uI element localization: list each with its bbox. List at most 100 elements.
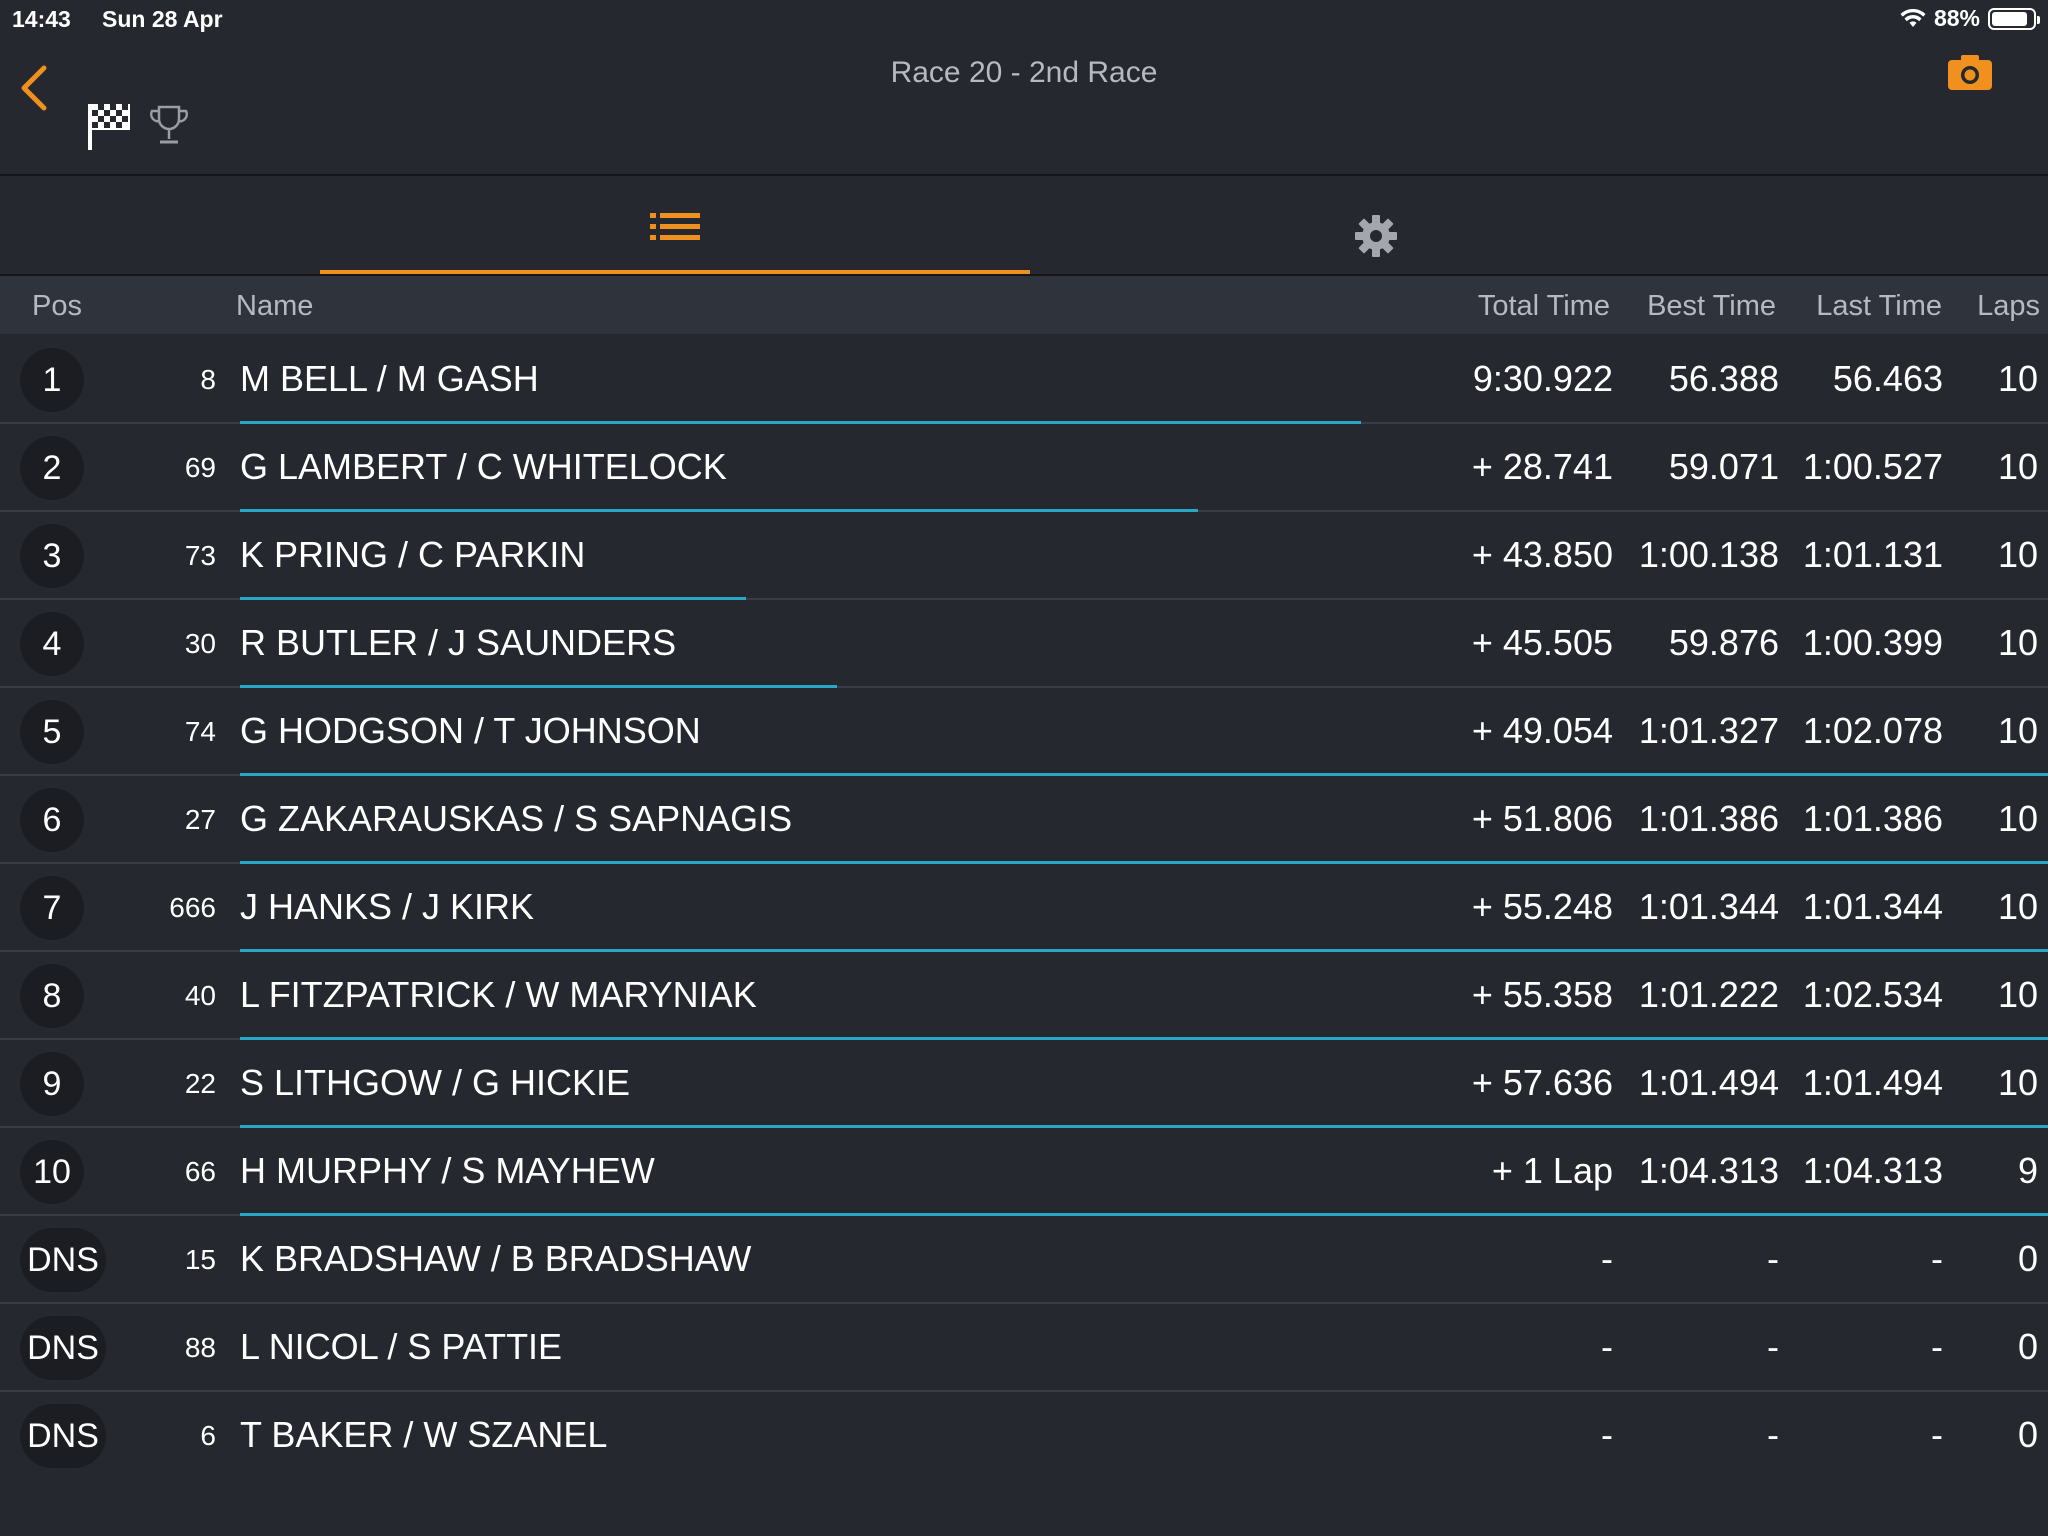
total-time: + 49.054 xyxy=(1471,710,1613,751)
driver-name: K PRING / C PARKIN xyxy=(240,534,586,575)
driver-name: L NICOL / S PATTIE xyxy=(240,1326,563,1367)
checkered-flag-icon[interactable] xyxy=(86,100,132,152)
total-time: - xyxy=(1601,1414,1613,1455)
last-time: 1:00.527 xyxy=(1802,446,1943,487)
table-row[interactable]: 6 27 G ZAKARAUSKAS / S SAPNAGIS + 51.806 1:0… xyxy=(0,776,2048,864)
last-time: 56.463 xyxy=(1832,358,1943,399)
total-time: + 55.248 xyxy=(1471,886,1613,927)
column-header-laps[interactable]: Laps xyxy=(1977,290,2040,322)
kart-number: 666 xyxy=(169,892,216,923)
position-badge: 4 xyxy=(20,612,84,676)
total-time: + 28.741 xyxy=(1471,446,1613,487)
best-time: 1:01.494 xyxy=(1638,1062,1779,1103)
best-time: 1:01.327 xyxy=(1638,710,1779,751)
table-row[interactable]: 3 73 K PRING / C PARKIN + 43.850 1:00.138 1:0… xyxy=(0,512,2048,600)
gap-progress-bar xyxy=(240,509,1198,512)
table-row[interactable]: DNS 15 K BRADSHAW / B BRADSHAW - - - 0 xyxy=(0,1216,2048,1304)
wifi-icon xyxy=(1900,8,1926,27)
best-time: - xyxy=(1767,1326,1779,1367)
table-row[interactable]: 7 666 J HANKS / J KIRK + 55.248 1:01.344 1:01… xyxy=(0,864,2048,952)
last-time: 1:04.313 xyxy=(1802,1150,1943,1191)
best-time: 1:01.344 xyxy=(1638,886,1779,927)
gap-progress-bar xyxy=(240,861,2048,864)
driver-name: J HANKS / J KIRK xyxy=(240,886,535,927)
laps-count: 0 xyxy=(2017,1326,2038,1367)
camera-icon xyxy=(1948,55,1992,90)
page-title: Race 20 - 2nd Race xyxy=(890,56,1158,89)
column-header-last-time[interactable]: Last Time xyxy=(1816,290,1942,322)
best-time: 59.876 xyxy=(1668,622,1779,663)
laps-count: 10 xyxy=(1997,446,2038,487)
kart-number: 73 xyxy=(184,540,216,571)
kart-number: 15 xyxy=(184,1244,216,1275)
camera-button[interactable] xyxy=(1946,52,1994,92)
position-badge: DNS xyxy=(20,1228,106,1292)
battery-percent: 88% xyxy=(1933,5,1980,31)
kart-number: 40 xyxy=(184,980,216,1011)
total-time: + 43.850 xyxy=(1471,534,1613,575)
total-time: + 1 Lap xyxy=(1491,1150,1613,1191)
tab-settings[interactable] xyxy=(1030,176,1722,274)
status-date: Sun 28 Apr xyxy=(102,6,223,32)
table-row[interactable]: 8 40 L FITZPATRICK / W MARYNIAK + 55.358 1:0… xyxy=(0,952,2048,1040)
table-row[interactable]: DNS 88 L NICOL / S PATTIE - - - 0 xyxy=(0,1304,2048,1392)
back-button[interactable] xyxy=(14,60,58,116)
laps-count: 10 xyxy=(1997,798,2038,839)
gap-progress-bar xyxy=(240,597,746,600)
best-time: 1:01.222 xyxy=(1638,974,1779,1015)
total-time: 9:30.922 xyxy=(1472,358,1613,399)
table-row[interactable]: 9 22 S LITHGOW / G HICKIE + 57.636 1:01.494 1… xyxy=(0,1040,2048,1128)
position-badge: 10 xyxy=(20,1140,84,1204)
laps-count: 10 xyxy=(1997,886,2038,927)
total-time: + 45.505 xyxy=(1471,622,1613,663)
total-time: + 51.806 xyxy=(1471,798,1613,839)
gap-progress-bar xyxy=(240,949,2048,952)
best-time: 56.388 xyxy=(1668,358,1779,399)
column-header-name[interactable]: Name xyxy=(236,290,314,322)
gap-progress-bar xyxy=(240,1125,2048,1128)
position-badge: 9 xyxy=(20,1052,84,1116)
column-header-best-time[interactable]: Best Time xyxy=(1647,290,1776,322)
table-header: Pos Name Total Time Best Time Last Time … xyxy=(0,276,2048,334)
kart-number: 74 xyxy=(184,716,216,747)
table-row[interactable]: 10 66 H MURPHY / S MAYHEW + 1 Lap 1:04.313 1:… xyxy=(0,1128,2048,1216)
position-badge: 6 xyxy=(20,788,84,852)
row-divider xyxy=(0,598,2048,600)
driver-name: H MURPHY / S MAYHEW xyxy=(240,1150,655,1191)
trophy-icon[interactable] xyxy=(148,104,190,148)
last-time: 1:01.494 xyxy=(1802,1062,1943,1103)
tab-results-list[interactable] xyxy=(320,176,1030,274)
gap-progress-bar xyxy=(240,685,837,688)
last-time: 1:00.399 xyxy=(1802,622,1943,663)
list-icon xyxy=(650,213,700,240)
driver-name: M BELL / M GASH xyxy=(240,358,539,399)
status-right: 88% xyxy=(1900,5,2040,32)
driver-name: R BUTLER / J SAUNDERS xyxy=(240,622,677,663)
table-row[interactable]: 4 30 R BUTLER / J SAUNDERS + 45.505 59.876 1:… xyxy=(0,600,2048,688)
laps-count: 0 xyxy=(2017,1414,2038,1455)
total-time: - xyxy=(1601,1326,1613,1367)
table-row[interactable]: 1 8 M BELL / M GASH 9:30.922 56.388 56.463 10 xyxy=(0,336,2048,424)
gap-progress-bar xyxy=(240,1213,2048,1216)
row-divider xyxy=(0,1390,2048,1392)
table-row[interactable]: 2 69 G LAMBERT / C WHITELOCK + 28.741 59.071… xyxy=(0,424,2048,512)
gap-progress-bar xyxy=(240,1037,2048,1040)
driver-name: T BAKER / W SZANEL xyxy=(240,1414,608,1455)
row-divider xyxy=(0,686,2048,688)
best-time: 1:04.313 xyxy=(1638,1150,1779,1191)
table-row[interactable]: DNS 6 T BAKER / W SZANEL - - - 0 xyxy=(0,1392,2048,1480)
laps-count: 10 xyxy=(1997,358,2038,399)
column-header-pos[interactable]: Pos xyxy=(32,290,82,322)
gap-progress-bar xyxy=(240,773,2048,776)
last-time: 1:02.078 xyxy=(1802,710,1943,751)
last-time: 1:01.344 xyxy=(1802,886,1943,927)
driver-name: G HODGSON / T JOHNSON xyxy=(240,710,701,751)
total-time: + 57.636 xyxy=(1471,1062,1613,1103)
table-row[interactable]: 5 74 G HODGSON / T JOHNSON + 49.054 1:01.327… xyxy=(0,688,2048,776)
best-time: 1:01.386 xyxy=(1638,798,1779,839)
gear-icon xyxy=(1355,215,1397,257)
driver-name: G ZAKARAUSKAS / S SAPNAGIS xyxy=(240,798,793,839)
best-time: 1:00.138 xyxy=(1638,534,1779,575)
column-header-total-time[interactable]: Total Time xyxy=(1477,290,1610,322)
laps-count: 10 xyxy=(1997,534,2038,575)
